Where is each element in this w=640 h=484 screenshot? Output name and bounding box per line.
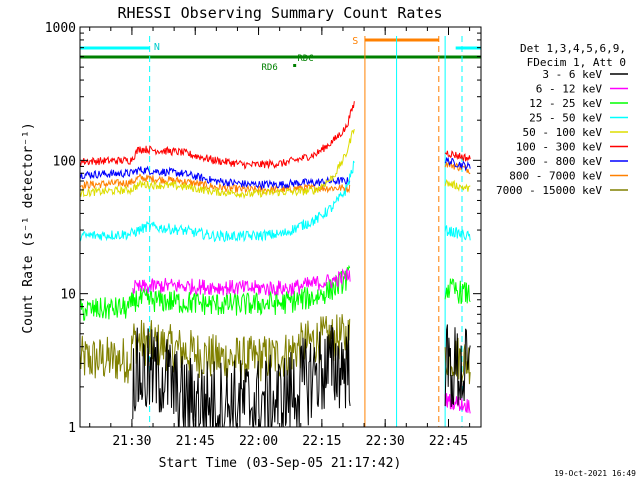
chart-title: RHESSI Observing Summary Count Rates xyxy=(117,4,442,22)
x-tick-label-0: 21:30 xyxy=(112,434,151,449)
legend-label-8: 800 - 7000 keV xyxy=(509,170,602,183)
legend-label-1: 3 - 6 keV xyxy=(542,68,602,81)
legend-label-3: 12 - 25 keV xyxy=(529,97,602,110)
series-line-6 xyxy=(79,101,355,170)
plot-frame xyxy=(79,26,482,428)
x-tick-label-4: 22:30 xyxy=(366,434,405,449)
y-tick-label-1: 10 xyxy=(60,288,76,303)
flag-label-rdc: RDC xyxy=(297,54,313,64)
series-line-8 xyxy=(79,173,351,196)
x-tick-label-2: 22:00 xyxy=(239,434,278,449)
series-line-post-1 xyxy=(444,324,471,408)
series-line-post-6 xyxy=(444,150,471,162)
legend-label-9: 7000 - 15000 keV xyxy=(496,184,602,197)
series-line-3 xyxy=(79,264,351,321)
legend-label-5: 50 - 100 keV xyxy=(523,126,603,139)
series-line-post-3 xyxy=(444,278,471,305)
y-tick-label-0: 1 xyxy=(68,421,76,436)
series-line-7 xyxy=(79,165,351,191)
series-line-2 xyxy=(132,268,351,297)
series-line-1 xyxy=(132,324,351,429)
y-axis-label: Count Rate (s⁻¹ detector⁻¹) xyxy=(21,122,36,333)
flag-label-saa: S xyxy=(352,36,358,47)
x-tick-label-1: 21:45 xyxy=(176,434,215,449)
x-tick-label-5: 22:45 xyxy=(429,434,468,449)
legend-header-0: Det 1,3,4,5,6,9, xyxy=(520,42,626,55)
x-tick-label-3: 22:15 xyxy=(302,434,341,449)
series-line-post-5 xyxy=(444,178,471,192)
legend-label-6: 100 - 300 keV xyxy=(516,141,602,154)
legend-label-2: 6 - 12 keV xyxy=(536,83,603,96)
series-line-post-7 xyxy=(444,156,471,172)
y-tick-label-2: 100 xyxy=(53,154,76,169)
timestamp-label: 19-Oct-2021 16:49 xyxy=(554,469,636,478)
legend-header-1: FDecim 1, Att 0 xyxy=(527,56,626,69)
flag-marker-rd6 xyxy=(293,64,297,67)
flag-label-rd6: RD6 xyxy=(262,63,278,73)
flag-label-night: N xyxy=(154,42,160,53)
series-line-post-4 xyxy=(444,225,471,241)
legend-label-7: 300 - 800 keV xyxy=(516,155,602,168)
y-tick-label-3: 1000 xyxy=(45,21,76,36)
series-line-5 xyxy=(79,128,355,200)
series-line-4 xyxy=(79,160,355,243)
legend-label-4: 25 - 50 keV xyxy=(529,112,602,125)
x-axis-label: Start Time (03-Sep-05 21:17:42) xyxy=(159,456,402,471)
